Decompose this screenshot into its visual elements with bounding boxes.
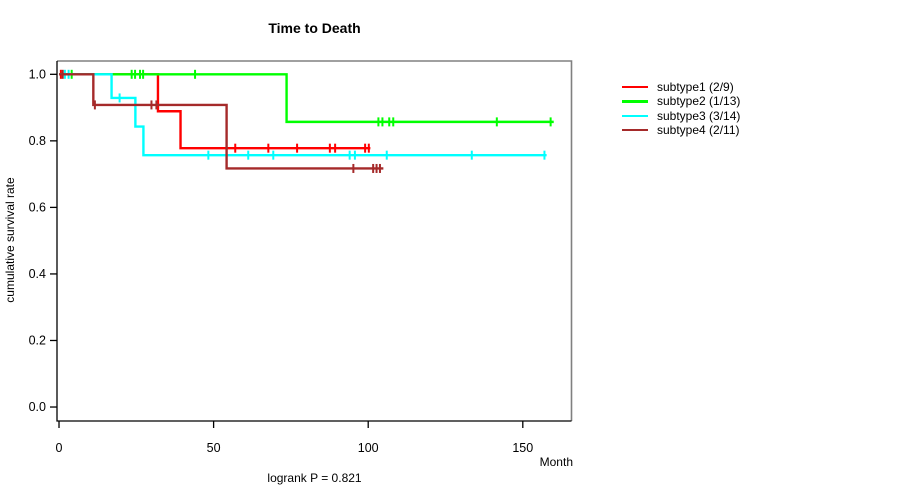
- legend-swatch-subtype3: [622, 114, 648, 117]
- y-tick-label: 0.8: [29, 134, 46, 148]
- legend-item-subtype1: subtype1 (2/9): [622, 80, 740, 94]
- legend-swatch-subtype4: [622, 128, 648, 132]
- legend-label-subtype2: subtype2 (1/13): [657, 94, 741, 109]
- legend-item-subtype4: subtype4 (2/11): [622, 123, 740, 137]
- survival-curve-subtype1: [59, 73, 371, 150]
- y-tick-label: 0.4: [29, 267, 46, 281]
- y-tick-label: 0.2: [29, 334, 46, 348]
- legend-swatch-subtype2: [622, 100, 648, 103]
- legend-label-subtype3: subtype3 (3/14): [657, 108, 741, 123]
- survival-curve-subtype3: [59, 73, 547, 157]
- logrank-pvalue-note: logrank P = 0.821: [267, 471, 362, 485]
- axis-lines: [56, 61, 572, 422]
- x-axis-label: Month: [539, 455, 573, 469]
- legend: subtype1 (2/9) subtype2 (1/13) subtype3 (3…: [622, 80, 740, 137]
- legend-swatch-subtype1: [622, 86, 648, 89]
- x-tick-label: 0: [56, 441, 63, 455]
- x-tick-label: 100: [358, 441, 379, 455]
- plot-box: [57, 60, 573, 421]
- chart-title: Time to Death: [268, 20, 361, 36]
- legend-item-subtype3: subtype3 (3/14): [622, 109, 740, 123]
- legend-label-subtype1: subtype1 (2/9): [657, 80, 734, 94]
- survival-curve-subtype4: [59, 73, 384, 170]
- survival-curve-subtype2: [59, 73, 554, 124]
- y-tick-label: 1.0: [29, 68, 46, 82]
- legend-label-subtype4: subtype4 (2/11): [657, 122, 740, 137]
- y-tick-label: 0.6: [29, 201, 46, 215]
- x-tick-label: 150: [512, 441, 533, 455]
- x-tick-label: 50: [207, 441, 221, 455]
- y-tick-label: 0.0: [29, 400, 46, 414]
- legend-item-subtype2: subtype2 (1/13): [622, 94, 740, 108]
